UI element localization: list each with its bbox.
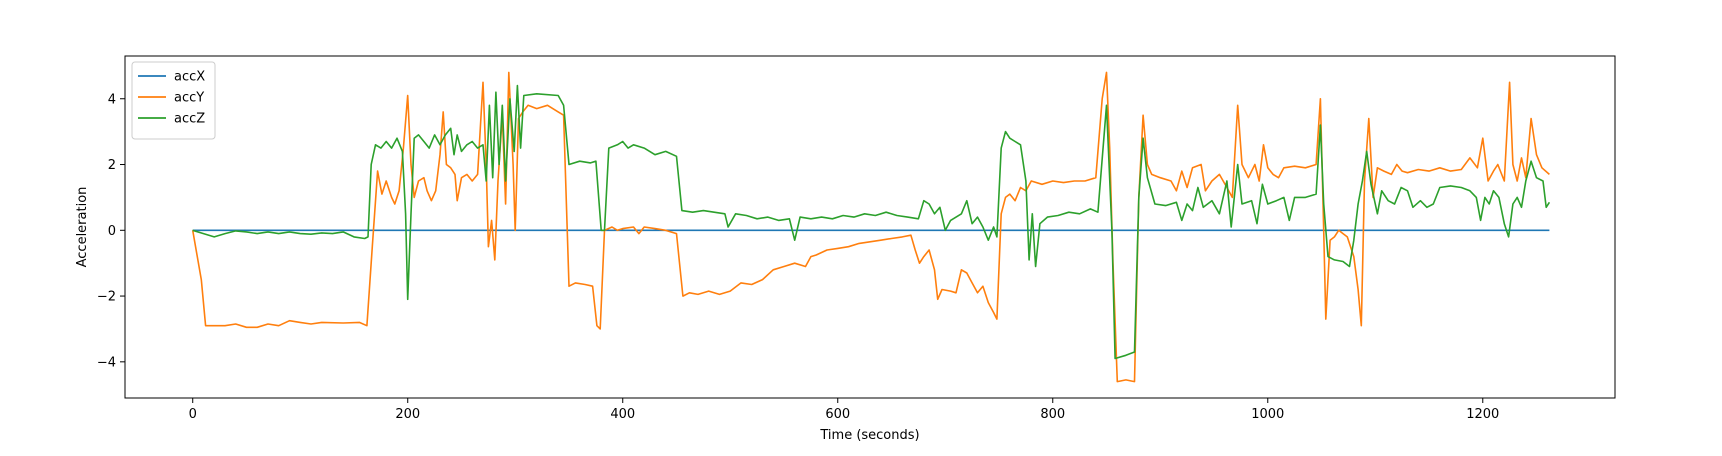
series-line-accZ [192,84,1551,360]
y-tick-label: −4 [97,355,116,370]
legend-label-accX: accX [174,70,205,85]
series-line-accY [191,71,1550,383]
plot-area [125,56,1615,398]
y-axis-label: Acceleration [75,187,90,268]
plot-frame [124,55,1616,399]
x-tick-label: 800 [1040,407,1065,422]
x-axis: 0 200 400 600 800 1000 1200 [189,398,1499,422]
x-tick-label: 1000 [1251,407,1284,422]
y-axis: −4 −2 0 2 4 [97,92,125,370]
y-tick-label: 2 [108,158,116,173]
x-axis-label: Time (seconds) [819,428,919,443]
y-tick-label: 4 [108,92,116,107]
x-tick-label: 1200 [1466,407,1499,422]
series-layer [191,71,1551,383]
x-tick-label: 400 [610,407,635,422]
y-tick-label: 0 [108,224,116,239]
x-tick-label: 600 [825,407,850,422]
x-tick-label: 0 [189,407,197,422]
legend-label-accY: accY [174,91,204,106]
legend: accX accY accZ [131,61,216,140]
x-tick-label: 200 [395,407,420,422]
legend-box [131,61,216,140]
legend-label-accZ: accZ [174,112,205,127]
y-tick-label: −2 [97,290,116,305]
